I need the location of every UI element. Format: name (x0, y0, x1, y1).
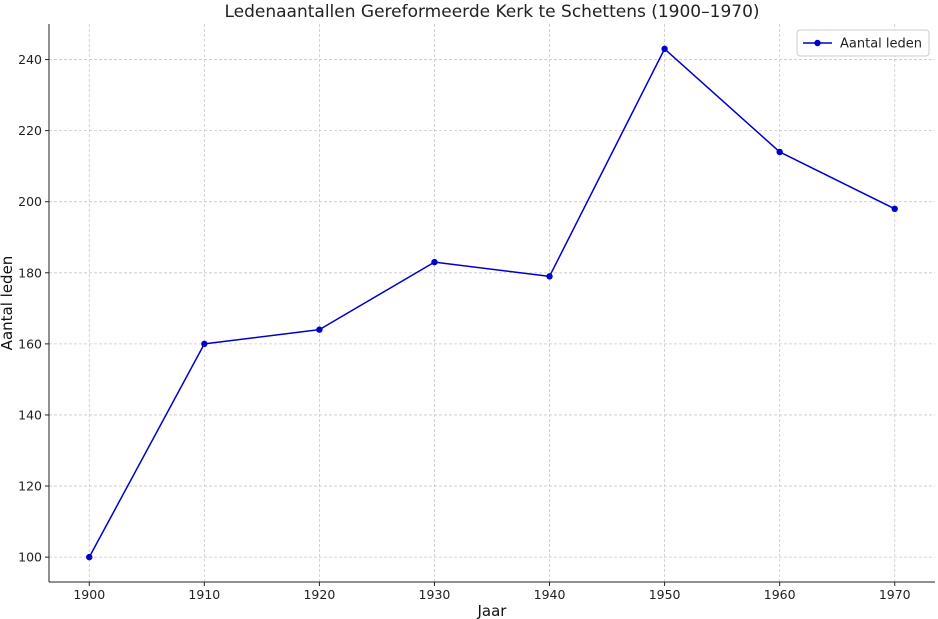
data-point (86, 553, 93, 561)
data-point (891, 205, 898, 213)
axes-frame (48, 24, 935, 583)
legend-box (796, 29, 930, 57)
grid (49, 24, 935, 582)
x-tick-label: 1920 (303, 587, 335, 602)
y-axis-label: Aantal leden (0, 256, 16, 351)
x-tick-label: 1900 (73, 587, 105, 602)
x-tick-label: 1930 (419, 587, 451, 602)
x-axis-ticks: 1900 1910 1920 1930 1940 1950 1960 1970 (73, 582, 911, 602)
series-group (86, 45, 898, 561)
y-tick-label: 240 (18, 52, 42, 67)
legend-marker-swatch (814, 39, 821, 47)
y-axis-ticks: 100 120 140 160 180 200 220 240 (18, 52, 49, 565)
x-tick-label: 1910 (188, 587, 220, 602)
y-tick-label: 160 (18, 336, 42, 351)
data-point (201, 340, 208, 348)
y-tick-label: 120 (18, 479, 42, 494)
x-tick-label: 1970 (879, 587, 911, 602)
y-tick-label: 220 (18, 123, 42, 138)
data-point (661, 45, 668, 53)
legend: Aantal leden (796, 29, 930, 57)
data-point (546, 273, 553, 280)
x-tick-label: 1950 (649, 587, 681, 602)
x-axis-label: Jaar (477, 602, 508, 619)
y-tick-label: 140 (18, 407, 42, 422)
legend-label: Aantal leden (840, 37, 922, 52)
series-line (88, 48, 896, 558)
data-point (316, 326, 323, 333)
data-point (431, 258, 438, 266)
x-tick-label: 1960 (764, 587, 796, 602)
y-tick-label: 100 (18, 550, 42, 565)
series-aantal-leden (86, 45, 898, 561)
y-tick-label: 180 (18, 265, 42, 280)
chart-title: Ledenaantallen Gereformeerde Kerk te Sch… (224, 2, 759, 22)
x-tick-label: 1940 (534, 587, 566, 602)
data-point (776, 148, 783, 156)
y-tick-label: 200 (18, 194, 42, 209)
